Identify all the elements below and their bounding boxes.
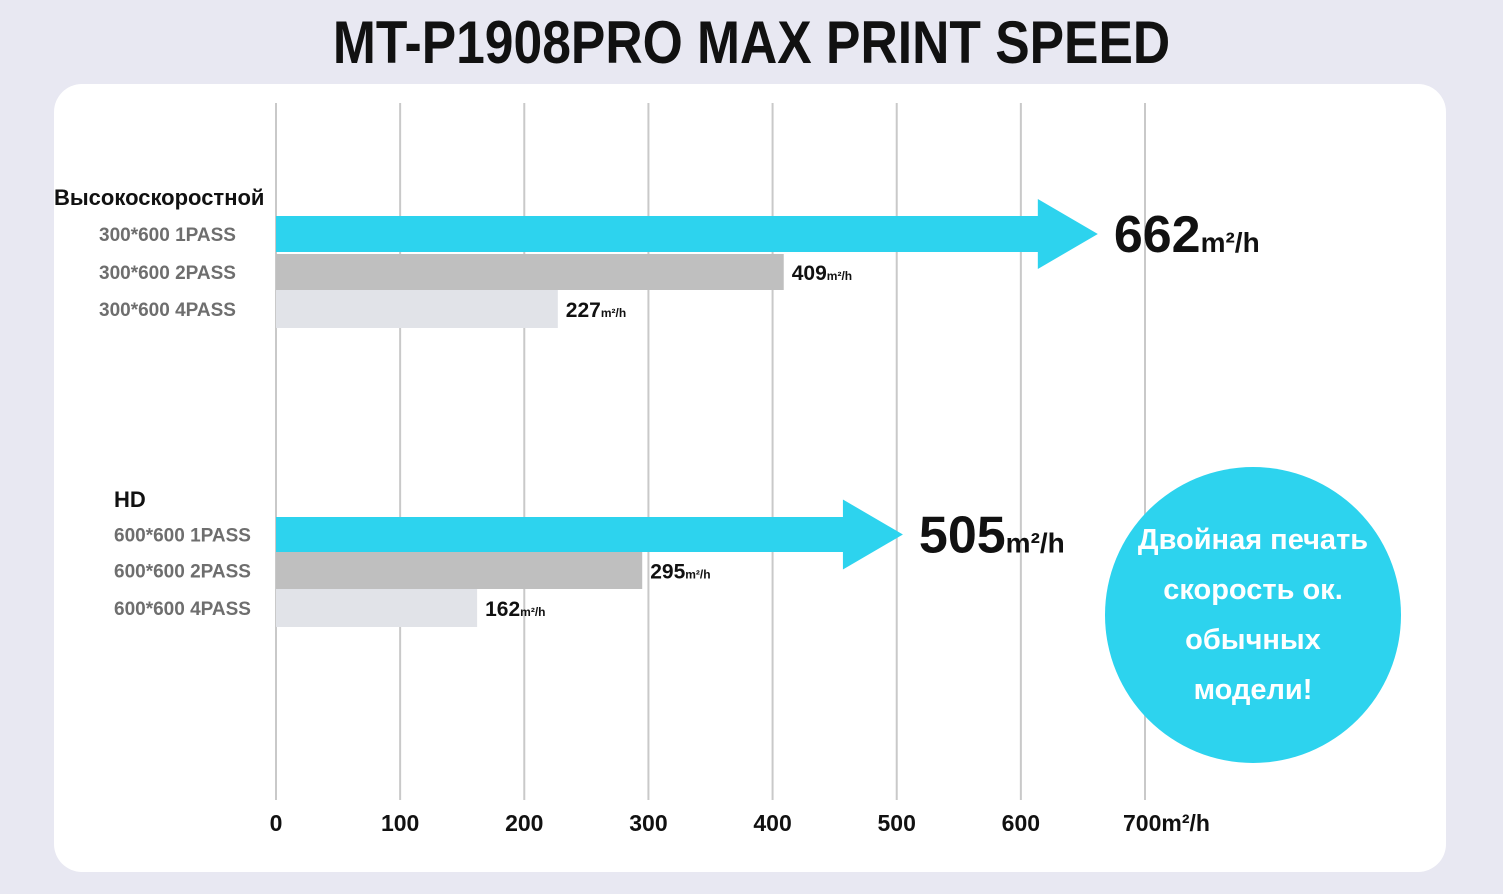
x-tick-label: 200 xyxy=(505,810,543,836)
x-tick-label: 300 xyxy=(629,810,667,836)
bar-value-label: 409m²/h xyxy=(792,262,852,285)
callout-line-1: Двойная печать xyxy=(1137,524,1369,556)
page-title: MT-P1908PRO MAX PRINT SPEED xyxy=(332,9,1171,76)
bar-value-label: 227m²/h xyxy=(566,299,626,322)
bar-category-label: 300*600 1PASS xyxy=(99,225,236,246)
x-tick-label: 600 xyxy=(1002,810,1040,836)
bar xyxy=(276,589,478,627)
bar xyxy=(276,290,558,328)
x-tick-label: 100 xyxy=(381,810,419,836)
bar-category-label: 300*600 4PASS xyxy=(99,300,236,321)
callout-line-2: скорость ок. xyxy=(1163,574,1343,606)
bar-value-label: 162m²/h xyxy=(485,598,545,621)
bar-category-label: 600*600 1PASS xyxy=(114,526,251,547)
double-speed-callout: Двойная печать скорость ок. обычных моде… xyxy=(1105,467,1401,763)
callout-line-4: модели! xyxy=(1193,674,1313,706)
bar-arrow xyxy=(276,199,1098,269)
bar xyxy=(276,552,643,589)
group-label: Высокоскоростной xyxy=(54,185,264,210)
bar-category-label: 300*600 2PASS xyxy=(99,263,236,284)
bar-category-label: 600*600 4PASS xyxy=(114,599,251,620)
bar-value-label: 662m²/h xyxy=(1114,206,1260,264)
bar-value-label: 505m²/h xyxy=(919,507,1065,565)
bar-category-label: 600*600 2PASS xyxy=(114,562,251,583)
bar xyxy=(276,254,784,290)
x-tick-label: 500 xyxy=(878,810,916,836)
group-label: HD xyxy=(114,487,146,512)
bar-value-label: 295m²/h xyxy=(650,561,710,584)
callout-line-3: обычных xyxy=(1185,624,1321,656)
x-tick-label: 0 xyxy=(270,810,283,836)
x-tick-label: 400 xyxy=(753,810,791,836)
x-tick-label: 700m²/h xyxy=(1123,810,1210,836)
